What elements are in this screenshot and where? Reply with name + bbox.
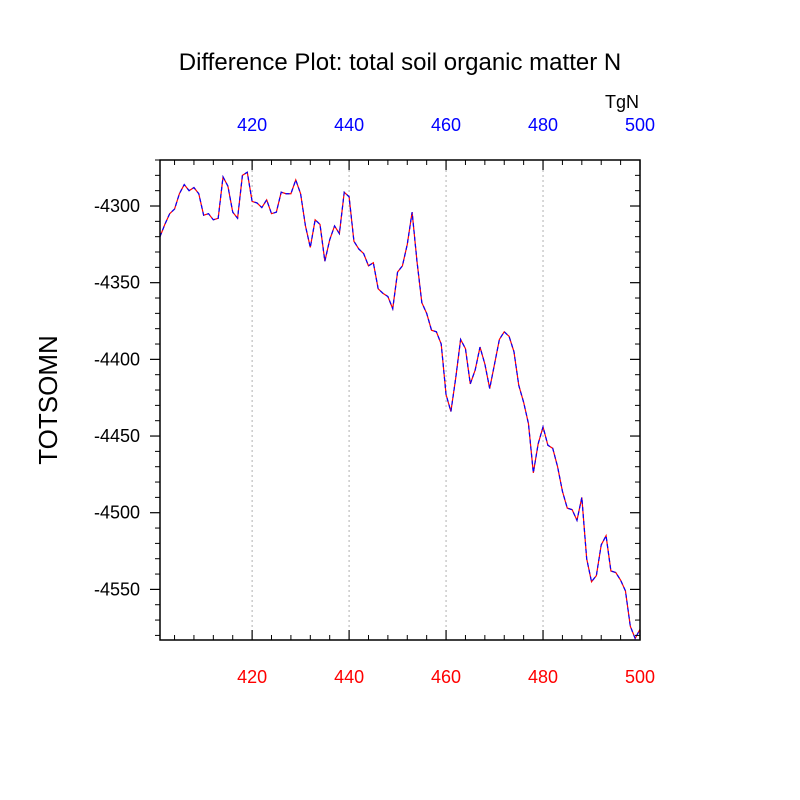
x-tick-label-top: 480 <box>528 115 558 135</box>
y-tick-label: -4400 <box>94 349 140 369</box>
x-tick-label-top: 420 <box>237 115 267 135</box>
x-tick-label-bottom: 460 <box>431 667 461 687</box>
y-tick-label: -4350 <box>94 273 140 293</box>
x-tick-label-bottom: 480 <box>528 667 558 687</box>
y-tick-label: -4300 <box>94 196 140 216</box>
x-tick-label-bottom: 420 <box>237 667 267 687</box>
series-line-red-0 <box>159 171 641 640</box>
plot-frame <box>159 159 641 641</box>
x-tick-label-top: 460 <box>431 115 461 135</box>
axis-ticks <box>150 159 641 640</box>
tick-labels: 420 420 440 440 460 460 480 480 500 500 -4300 -4350… <box>94 115 655 687</box>
y-tick-label: -4450 <box>94 426 140 446</box>
grid-lines <box>251 160 544 640</box>
units-label: TgN <box>605 92 639 112</box>
y-tick-label: -4550 <box>94 579 140 599</box>
y-axis-label: TOTSOMN <box>33 335 63 465</box>
x-tick-label-bottom: 440 <box>334 667 364 687</box>
chart-title: Difference Plot: total soil organic matt… <box>179 49 621 76</box>
x-tick-label-top: 440 <box>334 115 364 135</box>
series-line-blue-0 <box>159 171 641 640</box>
series-layer <box>159 171 641 640</box>
x-tick-label-top: 500 <box>625 115 655 135</box>
y-tick-label: -4500 <box>94 503 140 523</box>
x-tick-label-bottom: 500 <box>625 667 655 687</box>
